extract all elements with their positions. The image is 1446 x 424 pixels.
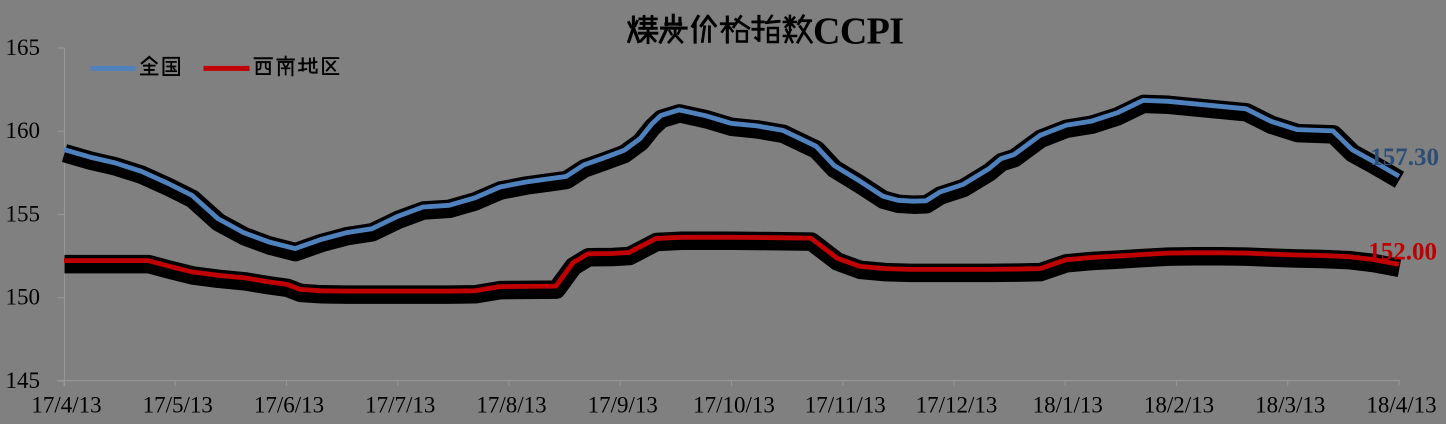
svg-text:17/10/13: 17/10/13 (693, 393, 775, 418)
svg-text:165: 165 (6, 35, 41, 60)
svg-text:152.00: 152.00 (1368, 239, 1437, 266)
svg-text:17/12/13: 17/12/13 (916, 393, 998, 418)
svg-text:CCPI: CCPI (813, 11, 904, 53)
svg-text:17/6/13: 17/6/13 (254, 393, 324, 418)
svg-text:18/2/13: 18/2/13 (1144, 393, 1214, 418)
svg-text:155: 155 (6, 201, 41, 226)
svg-text:18/1/13: 18/1/13 (1033, 393, 1103, 418)
svg-text:160: 160 (6, 118, 41, 143)
svg-text:18/4/13: 18/4/13 (1366, 393, 1436, 418)
svg-text:157.30: 157.30 (1370, 144, 1439, 171)
svg-text:150: 150 (6, 285, 41, 310)
svg-text:17/7/13: 17/7/13 (365, 393, 435, 418)
svg-text:17/11/13: 17/11/13 (805, 393, 886, 418)
svg-text:145: 145 (6, 368, 41, 393)
svg-text:17/8/13: 17/8/13 (476, 393, 546, 418)
svg-text:17/5/13: 17/5/13 (143, 393, 213, 418)
svg-text:18/3/13: 18/3/13 (1255, 393, 1325, 418)
svg-text:17/4/13: 17/4/13 (31, 393, 101, 418)
svg-text:17/9/13: 17/9/13 (588, 393, 658, 418)
